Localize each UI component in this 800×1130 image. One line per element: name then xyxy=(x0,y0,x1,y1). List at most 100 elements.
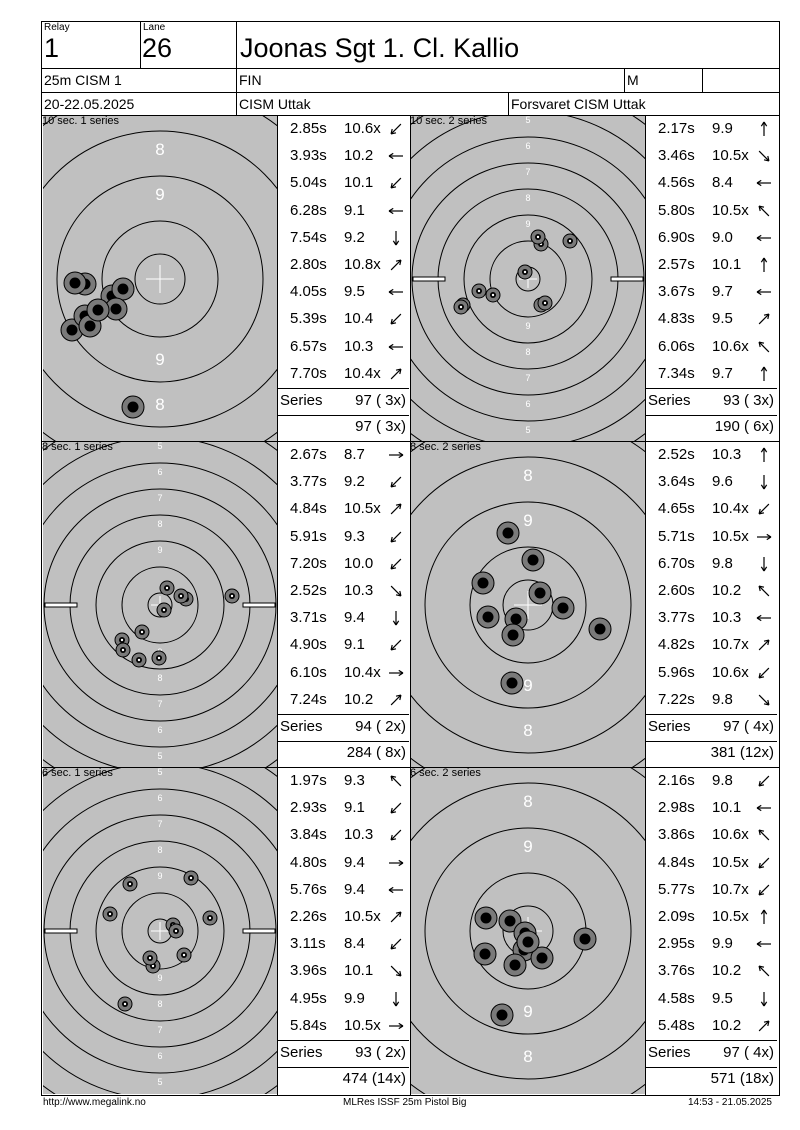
shot-row: 3.84s 10.3 xyxy=(278,822,408,849)
series-text: Series xyxy=(280,1044,323,1061)
shot-score: 10.3 xyxy=(344,582,374,599)
shot-direction-arrow-icon xyxy=(754,771,774,791)
shot-direction-arrow-icon xyxy=(754,608,774,628)
shot-direction-arrow-icon xyxy=(754,472,774,492)
shot-time: 3.77s xyxy=(290,473,327,491)
cumulative-score: 474 (14x) xyxy=(342,1070,406,1087)
shot-hole xyxy=(588,617,612,641)
shot-row: 4.84s 10.5x xyxy=(646,850,776,877)
shot-direction-arrow-icon xyxy=(386,989,406,1009)
target-side-bar xyxy=(610,276,644,282)
shot-time: 2.93s xyxy=(290,799,327,817)
shot-row: 4.56s 8.4 xyxy=(646,170,776,197)
shot-direction-arrow-icon xyxy=(386,934,406,954)
shot-time: 5.84s xyxy=(290,1016,327,1034)
shot-row: 5.91s 9.3 xyxy=(278,524,408,551)
event-date: 20-22.05.2025 xyxy=(44,96,135,112)
cumulative-score: 284 ( 8x) xyxy=(346,744,406,761)
series-label: 6 sec. 2 series xyxy=(410,767,481,779)
cumulative-score: 381 (12x) xyxy=(710,744,774,761)
series-score: 93 ( 3x) xyxy=(723,392,774,409)
shot-hole xyxy=(537,295,553,311)
shot-time: 3.76s xyxy=(658,962,695,980)
shot-row: 6.10s 10.4x xyxy=(278,660,408,687)
shot-time: 5.76s xyxy=(290,880,327,898)
shot-score: 9.3 xyxy=(344,772,365,789)
shot-row: 4.82s 10.7x xyxy=(646,632,776,659)
shot-time: 3.71s xyxy=(290,609,327,627)
shot-direction-arrow-icon xyxy=(754,907,774,927)
shot-time: 4.82s xyxy=(658,636,695,654)
shot-hole xyxy=(102,906,118,922)
shot-direction-arrow-icon xyxy=(386,554,406,574)
cumulative-total-row: 571 (18x) xyxy=(646,1069,776,1096)
shot-time: 4.95s xyxy=(290,989,327,1007)
ring-number: 8 xyxy=(523,1047,532,1066)
shot-score: 10.3 xyxy=(344,826,374,844)
shot-score: 9.6 xyxy=(712,473,733,491)
cumulative-score: 571 (18x) xyxy=(710,1070,774,1087)
shot-time: 2.98s xyxy=(658,799,695,817)
shot-list: 2.52s 10.3 3.64s 9.6 4.65s 10.4x 5.71s 10.5x 6.7… xyxy=(646,442,776,768)
shot-score: 10.5x xyxy=(712,527,749,545)
shot-direction-arrow-icon xyxy=(386,798,406,818)
shot-time: 3.67s xyxy=(658,283,695,301)
shot-hole xyxy=(224,588,240,604)
shot-time: 3.96s xyxy=(290,962,327,980)
shot-score: 10.0 xyxy=(344,554,374,572)
footer-url: http://www.megalink.no xyxy=(43,1097,146,1108)
footer-software: MLRes ISSF 25m Pistol Big xyxy=(343,1097,467,1108)
ring-number: 8 xyxy=(523,792,532,811)
series-label: 6 sec. 1 series xyxy=(42,767,113,779)
shot-hole xyxy=(530,229,546,245)
ring-number: 7 xyxy=(525,373,530,383)
shot-time: 4.84s xyxy=(290,500,327,518)
shot-row: 5.84s 10.5x xyxy=(278,1013,408,1040)
shot-hole xyxy=(63,271,87,295)
shot-direction-arrow-icon xyxy=(754,690,774,710)
shot-direction-arrow-icon xyxy=(386,880,406,900)
shot-time: 2.16s xyxy=(658,772,695,789)
shot-row: 2.52s 10.3 xyxy=(278,578,408,605)
shot-direction-arrow-icon xyxy=(386,119,406,139)
shot-direction-arrow-icon xyxy=(754,255,774,275)
shot-time: 7.70s xyxy=(290,364,327,382)
shot-list: 2.85s 10.6x 3.93s 10.2 5.04s 10.1 6.28s 9.1 7.54… xyxy=(278,116,408,442)
series-text: Series xyxy=(280,392,323,409)
shot-row: 7.22s 9.8 xyxy=(646,687,776,714)
series-total-row: Series 93 ( 2x) xyxy=(278,1042,408,1069)
shot-direction-arrow-icon xyxy=(754,663,774,683)
target-ring xyxy=(121,892,199,970)
shot-direction-arrow-icon xyxy=(386,201,406,221)
ring-number: 7 xyxy=(157,819,162,829)
shot-row: 5.77s 10.7x xyxy=(646,877,776,904)
shot-time: 6.57s xyxy=(290,337,327,355)
shot-hole xyxy=(131,652,147,668)
shot-hole xyxy=(485,287,501,303)
series-label: 8 sec. 2 series xyxy=(410,441,481,453)
shot-direction-arrow-icon xyxy=(386,364,406,384)
shot-row: 2.67s 8.7 xyxy=(278,442,408,469)
shot-time: 7.22s xyxy=(658,690,695,708)
shot-row: 2.52s 10.3 xyxy=(646,442,776,469)
shot-row: 7.34s 9.7 xyxy=(646,361,776,388)
shot-time: 5.04s xyxy=(290,174,327,192)
target-side-bar xyxy=(44,928,78,934)
shot-hole xyxy=(86,298,110,322)
target-ring xyxy=(411,162,645,396)
series-label: 10 sec. 2 series xyxy=(410,115,488,127)
ring-number: 8 xyxy=(157,845,162,855)
shot-score: 9.7 xyxy=(712,364,733,382)
shot-hole xyxy=(168,923,184,939)
ring-number: 5 xyxy=(157,442,162,451)
series-score: 97 ( 3x) xyxy=(355,392,406,409)
shot-direction-arrow-icon xyxy=(754,880,774,900)
shot-time: 3.84s xyxy=(290,826,327,844)
ring-number: 5 xyxy=(525,425,530,435)
ring-number: 6 xyxy=(157,1051,162,1061)
shot-score: 10.4x xyxy=(712,500,749,518)
ring-number: 9 xyxy=(523,1002,532,1021)
shot-hole xyxy=(503,953,527,977)
shot-score: 10.2 xyxy=(344,147,374,165)
series-score: 97 ( 4x) xyxy=(723,718,774,735)
